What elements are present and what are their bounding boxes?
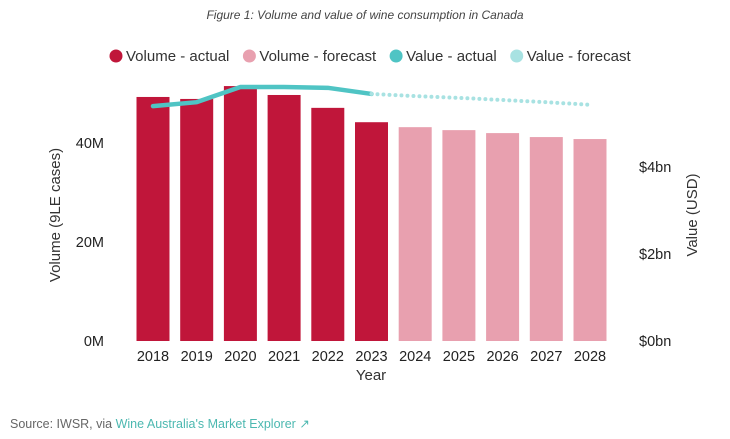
x-tick-label: 2028 (574, 349, 606, 365)
x-tick-label: 2026 (486, 349, 518, 365)
bar-2018 (136, 96, 170, 341)
x-tick-label: 2023 (355, 349, 387, 365)
y-axis-label: Volume (9LE cases) (47, 148, 64, 282)
x-axis-label: Year (356, 367, 386, 384)
y2-tick-label: $2bn (639, 247, 671, 263)
x-tick-label: 2022 (312, 349, 344, 365)
bar-2019 (180, 98, 214, 341)
x-tick-label: 2020 (224, 349, 256, 365)
y-tick-label: 20M (76, 235, 104, 251)
y-tick-label: 40M (76, 136, 104, 152)
bar-2024 (398, 127, 432, 341)
link-text: Wine Australia's Market Explorer (115, 417, 296, 431)
bar-2028 (573, 139, 607, 341)
source-note: Source: IWSR, via Wine Australia's Marke… (10, 416, 310, 431)
legend-label: Value - forecast (527, 48, 632, 65)
y2-tick-label: $4bn (639, 160, 671, 176)
bar-2020 (223, 86, 257, 341)
legend-label: Volume - forecast (259, 48, 377, 65)
chart: Volume - actual Volume - forecast Value - … (47, 48, 701, 384)
bar-2022 (311, 107, 345, 341)
legend-marker (510, 49, 524, 63)
bar-2027 (529, 137, 563, 341)
market-explorer-link[interactable]: Wine Australia's Market Explorer ↗ (116, 417, 310, 431)
y2-axis-label: Value (USD) (684, 173, 701, 256)
bar-2021 (267, 94, 301, 341)
x-tick-label: 2021 (268, 349, 300, 365)
x-tick-label: 2018 (137, 349, 169, 365)
line-value-actual (150, 84, 374, 109)
source-prefix: Source: IWSR, via (10, 417, 116, 431)
x-tick-label: 2027 (530, 349, 562, 365)
legend-label: Volume - actual (126, 48, 229, 65)
x-tick-label: 2019 (181, 349, 213, 365)
line-value-forecast (369, 91, 592, 107)
chart-caption: Figure 1: Volume and value of wine consu… (206, 8, 524, 22)
bar-2026 (486, 133, 520, 341)
x-tick-label: 2025 (443, 349, 475, 365)
bar-2025 (442, 130, 476, 341)
bar-2023 (355, 122, 388, 342)
y2-tick-label: $0bn (639, 334, 671, 350)
legend-label: Value - actual (406, 48, 497, 65)
legend-marker (389, 49, 403, 63)
x-tick-label: 2024 (399, 349, 431, 365)
legend-marker (109, 49, 123, 63)
y-tick-label: 0M (84, 334, 104, 350)
legend-marker (242, 49, 256, 63)
external-link-icon: ↗ (299, 417, 310, 431)
